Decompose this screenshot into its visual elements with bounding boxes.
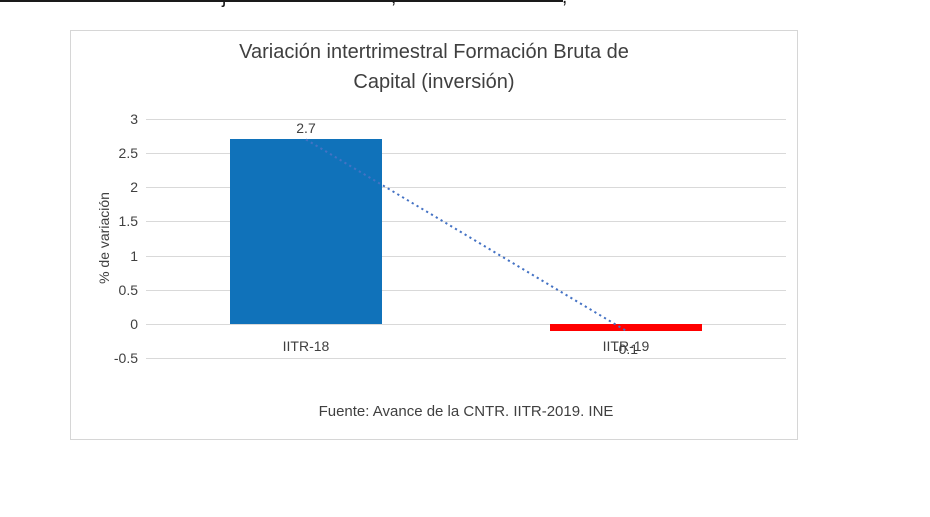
y-axis-ticks: 3 2.5 2 1.5 1 0.5 0 -0.5 <box>71 111 138 366</box>
bar-iitr-19 <box>550 323 702 331</box>
y-axis-tick-label: 3 <box>130 111 138 127</box>
x-axis-category-label: IITR-18 <box>282 337 330 354</box>
chart[interactable]: Variación intertrimestral Formación Brut… <box>70 30 798 440</box>
data-label: 2.7 <box>296 120 316 137</box>
y-axis-tick-label: 0 <box>130 315 138 332</box>
y-axis-tick-label: 0.5 <box>118 281 138 298</box>
gridline <box>146 358 786 359</box>
y-axis-tick-label: 2 <box>130 179 138 196</box>
cropped-text-fragment: j <box>222 0 226 9</box>
x-axis-category-label: IITR-19 <box>602 337 650 354</box>
chart-source-note: Fuente: Avance de la CNTR. IITR-2019. IN… <box>318 403 614 420</box>
y-axis-tick-label: -0.5 <box>113 350 138 366</box>
chart-title-line-2: Capital (inversión) <box>353 71 515 93</box>
y-axis-tick-label: 1.5 <box>118 213 138 230</box>
plot-area: 2.7 IITR-18 -0.1 IITR-19 <box>146 119 786 359</box>
data-label: -0.1 <box>613 340 639 357</box>
gridline <box>146 119 786 120</box>
chart-title: Variación intertrimestral Formación Brut… <box>71 37 797 97</box>
cropped-text-fragment: , <box>562 0 567 9</box>
cropped-text-fragment: , <box>391 0 396 9</box>
y-axis-tick-label: 1 <box>130 247 138 264</box>
bar-iitr-18 <box>230 139 382 324</box>
cropped-content-edge <box>0 0 563 2</box>
y-axis-tick-label: 2.5 <box>118 145 138 162</box>
chart-title-line-1: Variación intertrimestral Formación Brut… <box>239 41 629 63</box>
